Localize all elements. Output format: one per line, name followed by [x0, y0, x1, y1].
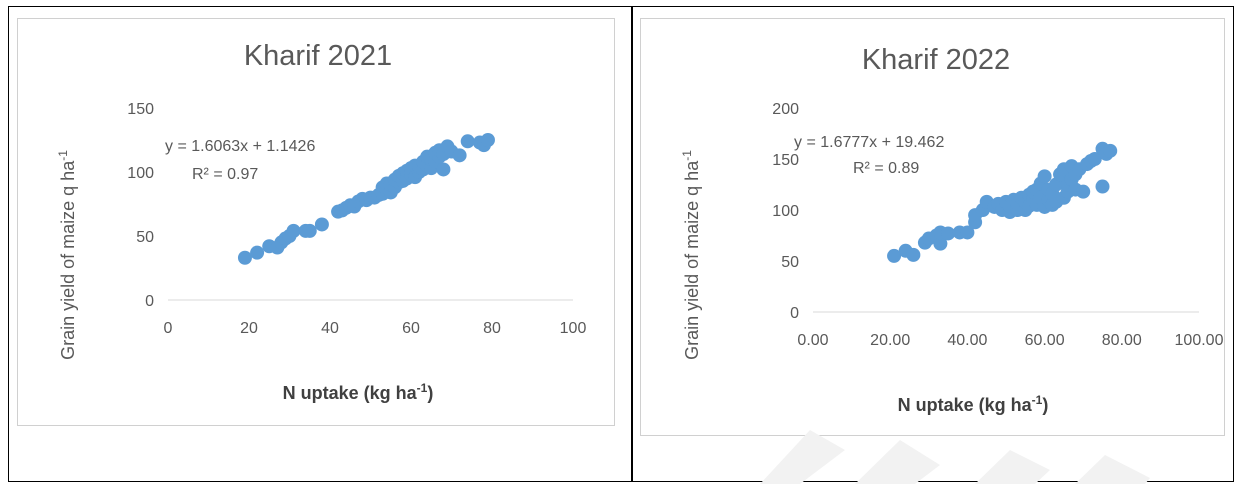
- x-tick-label: 80: [483, 320, 501, 337]
- data-point: [960, 225, 975, 240]
- x-tick-label: 20: [240, 320, 258, 337]
- x-tick-label: 40: [321, 320, 339, 337]
- scatter-chart-kharif-2022: Kharif 2022 Grain yield of maize q ha-1 …: [680, 44, 1224, 415]
- data-point: [250, 245, 265, 260]
- svg-text:Grain yield of maize q ha-1: Grain yield of maize q ha-1: [56, 150, 78, 360]
- scatter-chart-kharif-2021: Kharif 2021 Grain yield of maize q ha-1 …: [56, 40, 587, 403]
- data-point: [1103, 143, 1118, 158]
- trendline-r2: R² = 0.89: [853, 160, 919, 177]
- x-axis-label: N uptake (kg ha-1): [283, 381, 434, 403]
- data-point: [302, 223, 317, 238]
- data-point: [460, 134, 475, 149]
- data-point: [1076, 184, 1091, 199]
- y-tick-label: 150: [127, 101, 154, 118]
- svg-text:Grain yield of maize q ha-1: Grain yield of maize q ha-1: [680, 150, 702, 360]
- y-axis-label: Grain yield of maize q ha-1: [56, 150, 78, 360]
- data-point: [452, 148, 467, 163]
- x-tick-label: 100: [560, 320, 587, 337]
- x-axis-label: N uptake (kg ha-1): [898, 393, 1049, 415]
- trendline-equation: y = 1.6063x + 1.1426: [165, 138, 315, 155]
- data-point: [314, 217, 329, 232]
- chart-frame-kharif-2022: Kharif 2022 Grain yield of maize q ha-1 …: [640, 18, 1225, 436]
- data-point: [480, 133, 495, 147]
- data-point: [887, 248, 902, 263]
- y-tick-label: 150: [772, 152, 799, 169]
- y-tick-label: 200: [772, 101, 799, 118]
- data-point: [1095, 179, 1110, 194]
- y-tick-label: 50: [136, 229, 154, 246]
- trendline-r2: R² = 0.97: [192, 166, 258, 183]
- x-tick-label: 60: [402, 320, 420, 337]
- y-axis-label: Grain yield of maize q ha-1: [680, 150, 702, 360]
- table-cell-divider: [631, 7, 633, 481]
- data-point: [1037, 169, 1052, 184]
- data-point: [933, 236, 948, 251]
- trendline-equation: y = 1.6777x + 19.462: [794, 134, 944, 151]
- data-point: [237, 250, 252, 265]
- data-point: [286, 223, 301, 238]
- data-point: [1087, 152, 1102, 166]
- x-tick-label: 100.00: [1175, 332, 1224, 349]
- x-tick-label: 0.00: [797, 332, 828, 349]
- chart-title: Kharif 2022: [862, 44, 1010, 76]
- y-tick-label: 50: [781, 254, 799, 271]
- x-tick-label: 20.00: [870, 332, 910, 349]
- data-point: [906, 247, 921, 262]
- document-table: [8, 6, 1234, 482]
- x-tick-label: 80.00: [1102, 332, 1142, 349]
- y-tick-label: 0: [145, 293, 154, 310]
- x-tick-label: 0: [164, 320, 173, 337]
- x-tick-label: 40.00: [947, 332, 987, 349]
- chart-frame-kharif-2021: Kharif 2021 Grain yield of maize q ha-1 …: [17, 18, 615, 426]
- chart-title: Kharif 2021: [244, 40, 392, 72]
- y-tick-label: 100: [772, 203, 799, 220]
- y-tick-label: 0: [790, 305, 799, 322]
- x-tick-label: 60.00: [1025, 332, 1065, 349]
- data-point: [941, 226, 956, 241]
- y-tick-label: 100: [127, 165, 154, 182]
- data-point: [436, 162, 451, 177]
